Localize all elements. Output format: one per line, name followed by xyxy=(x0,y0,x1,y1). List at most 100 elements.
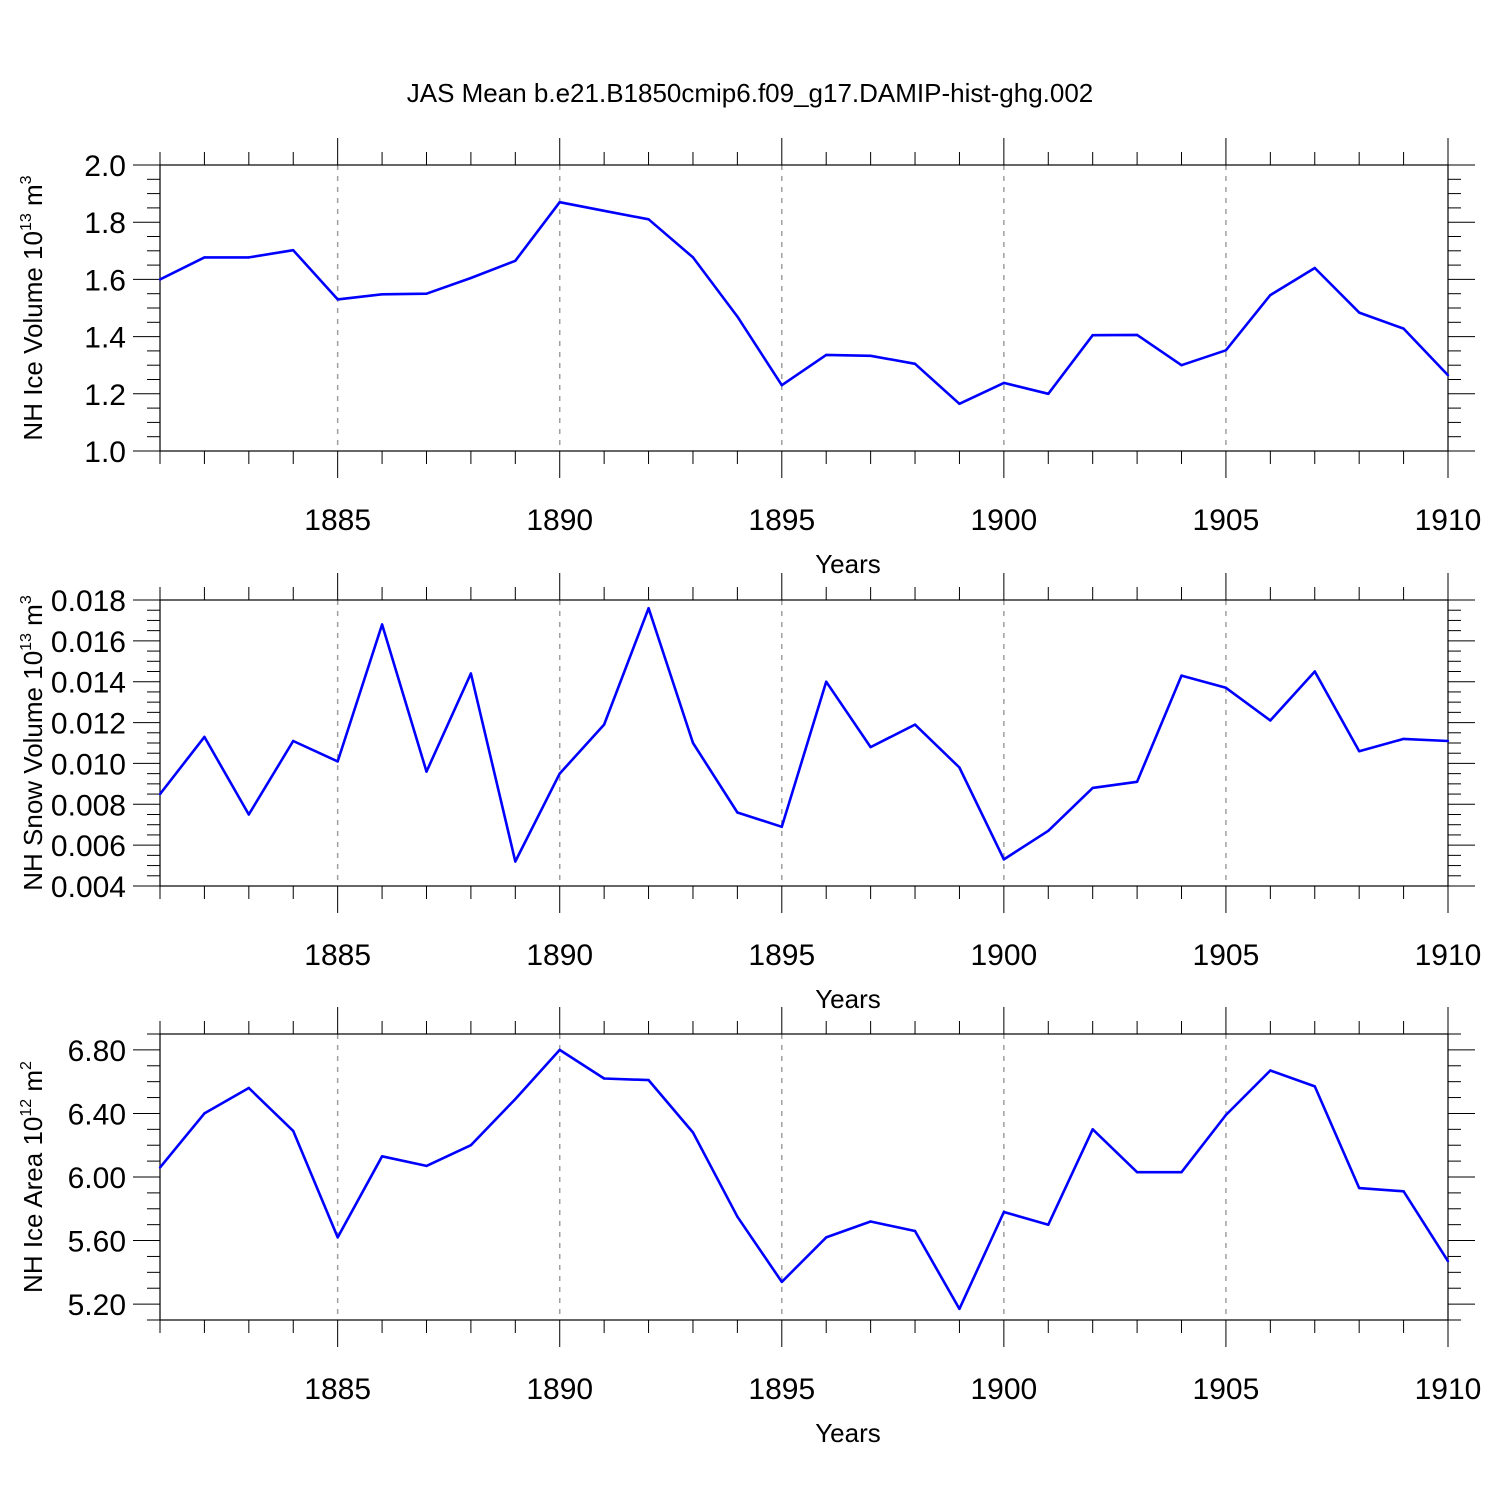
panel-3: 1885 1890 1895 1900 1905 1910 Years 5.20 5.60 6.0… xyxy=(18,1007,1481,1448)
x-tick-label: 1900 xyxy=(970,939,1037,972)
series-line xyxy=(160,1048,1448,1311)
data-point xyxy=(469,672,473,675)
data-point xyxy=(1180,1171,1183,1174)
data-point xyxy=(1402,327,1405,330)
x-axis-title: Years xyxy=(815,1418,881,1448)
y-tick-label: 0.008 xyxy=(51,789,126,822)
data-point xyxy=(869,354,872,357)
data-point xyxy=(1446,739,1450,743)
data-point xyxy=(736,315,739,318)
x-tick-label: 1900 xyxy=(970,504,1037,537)
y-tick-label: 1.8 xyxy=(84,207,126,240)
x-tick-label: 1885 xyxy=(304,504,371,537)
data-point xyxy=(1047,829,1050,832)
y-tick-label: 2.0 xyxy=(84,150,126,183)
data-point xyxy=(691,256,695,259)
y-axis-title-exp: 13 xyxy=(18,213,35,231)
data-point xyxy=(1402,1190,1405,1193)
x-tick-label: 1905 xyxy=(1193,1373,1260,1406)
x-tick-label: 1905 xyxy=(1193,939,1260,972)
data-point xyxy=(691,741,695,745)
x-axis-title: Years xyxy=(815,549,881,579)
data-point xyxy=(425,1164,428,1168)
data-point xyxy=(647,607,650,610)
data-point xyxy=(336,760,339,763)
y-tick-label: 5.20 xyxy=(68,1289,126,1322)
y-axis-title: NH Ice Volume 1013 m3 xyxy=(18,175,48,440)
data-point xyxy=(1446,1260,1450,1263)
y-axis-title: NH Ice Area 1012 m2 xyxy=(18,1061,48,1293)
data-point xyxy=(247,256,250,259)
data-point xyxy=(1358,750,1361,753)
panel-2: 1885 1890 1895 1900 1905 1910 Years 0.004 0.006 0… xyxy=(18,573,1481,1014)
data-point xyxy=(558,201,561,204)
data-point xyxy=(247,813,250,816)
data-point xyxy=(292,1129,295,1133)
data-point xyxy=(913,723,917,726)
figure-title: JAS Mean b.e21.B1850cmip6.f09_g17.DAMIP-… xyxy=(407,78,1094,108)
data-point xyxy=(1091,786,1094,790)
x-tick-label: 1905 xyxy=(1193,504,1260,537)
data-point xyxy=(958,766,961,769)
data-point xyxy=(247,1086,250,1090)
x-tick-label: 1895 xyxy=(748,939,815,972)
data-point xyxy=(1269,293,1272,297)
x-tick-label: 1910 xyxy=(1415,939,1482,972)
data-point xyxy=(514,1097,517,1101)
data-point xyxy=(958,1307,961,1311)
y-tick-label: 1.2 xyxy=(84,379,126,412)
data-point xyxy=(825,1236,828,1239)
data-point xyxy=(203,1112,206,1115)
y-axis-title-main: NH Ice Volume 10 xyxy=(18,231,48,441)
x-axis-title: Years xyxy=(815,984,881,1014)
y-tick-label: 0.006 xyxy=(51,830,126,863)
data-point xyxy=(514,860,517,863)
y-axis-title-unit-exp: 3 xyxy=(18,175,35,184)
data-point xyxy=(1091,1128,1094,1131)
y-axis-title-unit: m xyxy=(18,184,48,213)
data-point xyxy=(1135,333,1139,337)
data-point xyxy=(425,292,428,295)
data-point xyxy=(336,298,339,301)
plot-frame xyxy=(159,1033,1449,1321)
series-line xyxy=(160,606,1448,863)
data-point xyxy=(736,1215,739,1218)
x-tick-label: 1885 xyxy=(304,939,371,972)
data-point xyxy=(1358,1186,1361,1190)
x-tick-label: 1900 xyxy=(970,1373,1037,1406)
data-point xyxy=(380,1155,384,1158)
y-tick-label: 0.014 xyxy=(51,667,126,700)
y-tick-label: 0.016 xyxy=(51,626,126,659)
x-tick-label: 1895 xyxy=(748,1373,815,1406)
data-point xyxy=(1002,381,1006,385)
y-tick-label: 6.80 xyxy=(68,1035,126,1068)
y-axis-title: NH Snow Volume 1013 m3 xyxy=(18,595,48,891)
data-point xyxy=(158,278,162,281)
x-tick-label: 1890 xyxy=(526,1373,593,1406)
data-point xyxy=(736,811,739,814)
x-tick-label: 1890 xyxy=(526,939,593,972)
data-point xyxy=(1313,670,1317,673)
y-tick-label: 5.60 xyxy=(68,1226,126,1259)
data-point xyxy=(602,209,606,212)
y-tick-label: 0.004 xyxy=(51,871,126,904)
panel-1: 1885 1890 1895 1900 1905 1910 Years 1.0 1.2 1.4 1.… xyxy=(18,138,1481,579)
series-line xyxy=(160,200,1448,406)
data-point xyxy=(825,680,828,683)
data-point xyxy=(425,770,428,773)
x-tick-label: 1910 xyxy=(1415,1373,1482,1406)
data-point xyxy=(1402,737,1405,741)
data-point xyxy=(647,1078,650,1082)
data-point xyxy=(158,792,162,796)
data-point xyxy=(1135,780,1139,783)
data-point xyxy=(1358,311,1361,314)
data-point xyxy=(958,402,961,405)
data-point xyxy=(647,218,650,221)
data-point xyxy=(1224,349,1228,352)
data-point xyxy=(869,1220,872,1223)
data-point xyxy=(1091,334,1094,337)
data-point xyxy=(558,772,561,775)
data-point xyxy=(514,259,517,262)
data-point xyxy=(1002,1210,1006,1214)
